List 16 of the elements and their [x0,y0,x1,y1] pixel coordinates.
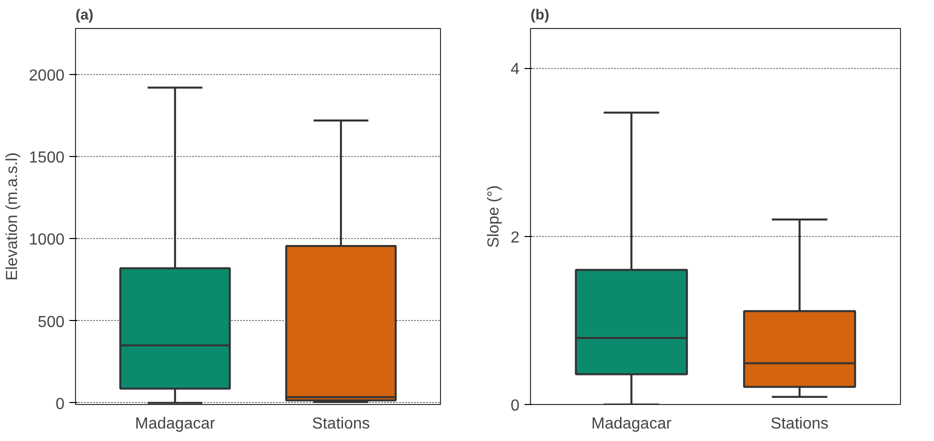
x-tick-label: Madagacar [135,416,216,432]
y-tick-label: 1000 [28,232,65,249]
x-tick-label: Stations [770,416,828,432]
y-tick-label: 500 [38,314,65,331]
y-tick-label: 4 [510,61,520,78]
y-tick-label: 1500 [28,150,65,167]
y-tick-label: 2 [510,229,520,246]
y-axis-title: Slope (°) [486,185,503,248]
chart-title: (a) [76,8,94,24]
x-tick-label: Stations [312,416,370,432]
y-tick-label: 0 [56,396,65,413]
y-tick-label: 2000 [28,67,65,84]
y-tick-label: 0 [510,398,520,414]
y-axis-title: Elevation (m.a.s.l) [4,152,21,281]
chart-title: (b) [530,8,550,24]
x-tick-label: Madagacar [591,416,672,432]
